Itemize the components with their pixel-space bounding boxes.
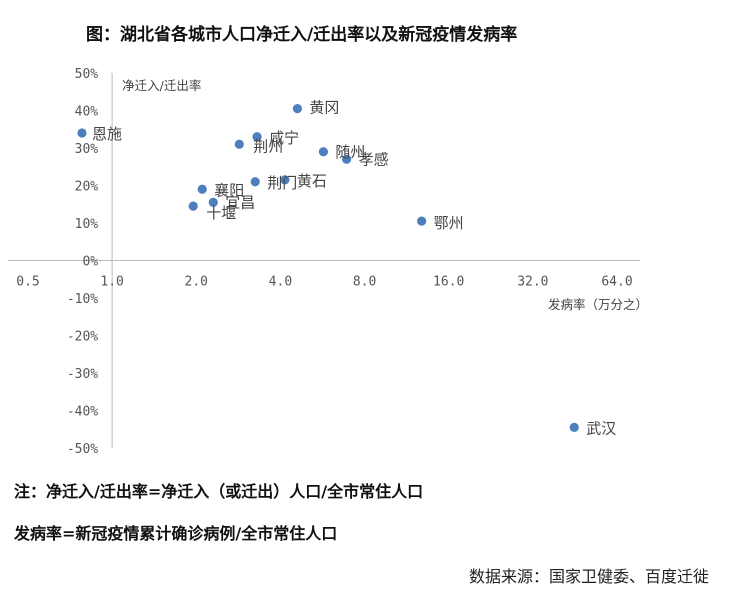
x-tick-label: 1.0 (100, 275, 123, 290)
data-point (280, 175, 290, 185)
data-point-label: 荆门 (267, 174, 297, 192)
x-tick-label: 32.0 (517, 275, 548, 290)
data-point (197, 184, 207, 194)
data-point-label: 恩施 (92, 125, 122, 143)
data-point (250, 177, 260, 187)
x-tick-label: 16.0 (433, 275, 464, 290)
data-point-label: 荆州 (253, 137, 283, 155)
y-axis-title: 净迁入/迁出率 (122, 78, 201, 93)
data-point (234, 139, 244, 149)
data-point-label: 咸宁 (269, 129, 299, 147)
note-incidence-definition: 发病率=新冠疫情累计确诊病例/全市常住人口 (14, 524, 338, 543)
data-point-label: 十堰 (206, 204, 236, 222)
y-tick-label: -10% (67, 292, 98, 307)
data-point-label: 黄冈 (309, 99, 339, 117)
data-point-label: 武汉 (586, 419, 616, 437)
data-point (252, 132, 262, 142)
x-tick-label: 0.5 (16, 275, 39, 290)
data-source: 数据来源：国家卫健委、百度迁徙 (468, 567, 709, 586)
data-point-label: 鄂州 (434, 214, 464, 232)
y-tick-label: -30% (67, 367, 98, 382)
y-tick-label: 20% (75, 180, 99, 195)
data-point-label: 黄石 (297, 172, 327, 190)
data-point-label: 襄阳 (214, 181, 244, 199)
data-point (188, 201, 198, 211)
data-point (77, 128, 87, 138)
data-point (292, 104, 302, 114)
note-migration-definition: 注：净迁入/迁出率=净迁入（或迁出）人口/全市常住人口 (14, 482, 424, 501)
y-tick-labels: 50% 40% 30% 20% 10% 0% -10% -20% -30% -40% -50% (67, 67, 98, 457)
data-points (77, 104, 579, 432)
data-point (318, 147, 329, 157)
data-point-label: 随州 (335, 143, 365, 161)
x-tick-label: 64.0 (601, 275, 632, 290)
data-point (417, 216, 427, 226)
x-axis-title: 发病率（万分之） (548, 297, 648, 312)
x-tick-label: 4.0 (269, 275, 292, 290)
y-tick-label: 10% (75, 217, 99, 232)
data-point (208, 197, 218, 207)
data-point-label: 孝感 (359, 150, 389, 168)
x-tick-label: 8.0 (353, 275, 376, 290)
y-tick-label: -50% (67, 442, 98, 457)
x-tick-labels: 0.5 1.0 2.0 4.0 8.0 16.0 32.0 64.0 (16, 275, 632, 290)
y-tick-label: 0% (82, 255, 98, 270)
y-tick-label: -20% (67, 330, 98, 345)
chart-title: 图：湖北省各城市人口净迁入/迁出率以及新冠疫情发病率 (86, 25, 518, 45)
y-tick-label: 40% (75, 105, 99, 120)
y-tick-label: 50% (75, 67, 99, 82)
y-tick-label: 30% (75, 142, 99, 157)
data-point (569, 422, 579, 432)
y-tick-label: -40% (67, 405, 98, 420)
data-point (342, 154, 352, 164)
data-point-label: 宜昌 (225, 193, 255, 211)
x-tick-label: 2.0 (185, 275, 208, 290)
